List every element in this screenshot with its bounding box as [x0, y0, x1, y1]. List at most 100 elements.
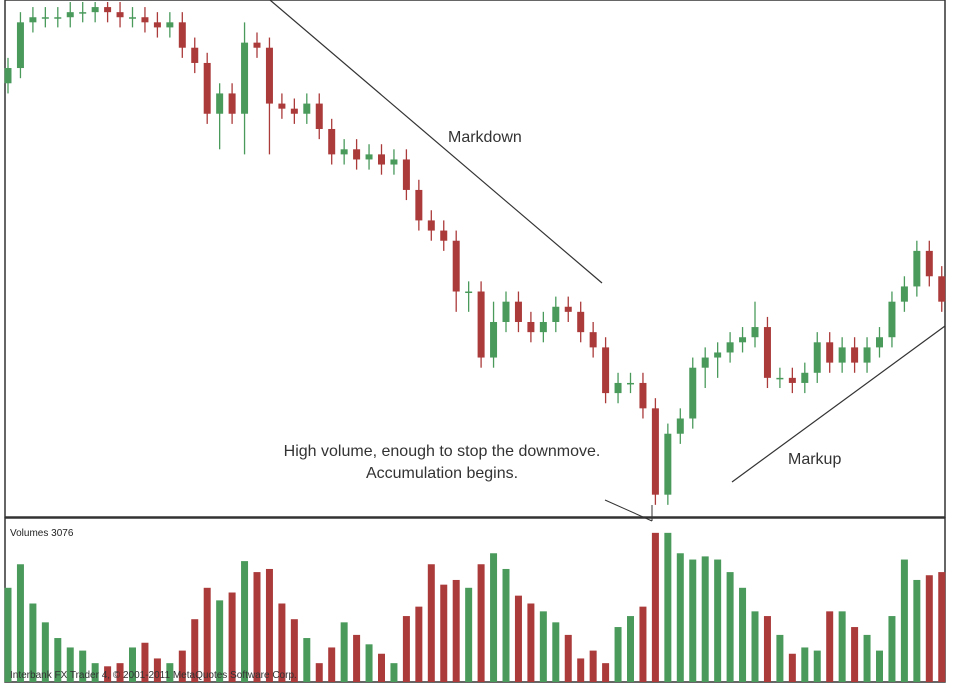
- volume-bar: [527, 603, 535, 682]
- volume-bar: [913, 579, 921, 682]
- volume-bar: [490, 553, 498, 682]
- volume-bar: [16, 564, 24, 682]
- candle-body: [564, 306, 572, 312]
- volume-bars: [4, 532, 946, 682]
- volume-bar: [627, 616, 634, 682]
- volume-bar: [851, 627, 859, 682]
- markdown-line: [269, 0, 603, 284]
- volume-panel: [4, 517, 946, 683]
- volume-bar: [203, 587, 211, 682]
- candle-body: [328, 128, 336, 155]
- candle-body: [241, 42, 249, 114]
- volume-bar: [141, 642, 149, 682]
- candle-body: [41, 17, 49, 19]
- volume-bar: [514, 595, 522, 682]
- volume-bar: [415, 606, 423, 682]
- footer: Interbank FX Trader 4, © 2001-2011 MetaQ…: [10, 670, 297, 681]
- volume-bar: [925, 575, 933, 682]
- candle-body: [664, 433, 672, 495]
- volume-bar: [153, 658, 161, 682]
- volume-bar: [739, 587, 747, 682]
- candle-body: [315, 103, 323, 129]
- volume-bar: [191, 619, 199, 682]
- candle-body: [851, 347, 859, 363]
- candle-body: [16, 22, 24, 69]
- volume-bar: [365, 644, 373, 682]
- volume-bar: [116, 663, 124, 682]
- volume-bar: [303, 638, 311, 682]
- volume-bar: [502, 568, 510, 682]
- volume-bar: [477, 564, 485, 682]
- volume-bar: [440, 584, 448, 682]
- candles: [4, 2, 946, 505]
- candle-body: [153, 22, 161, 28]
- candle-body: [452, 240, 460, 292]
- candle-body: [402, 159, 410, 190]
- markdown-label: Markdown: [448, 129, 522, 146]
- candle-body: [776, 377, 784, 380]
- volume-bar: [664, 532, 672, 682]
- candle-body: [203, 62, 211, 114]
- candle-body: [116, 12, 124, 18]
- candle-body: [938, 276, 946, 302]
- candle-body: [527, 321, 535, 333]
- candle-body: [29, 17, 37, 23]
- volume-bar: [29, 603, 37, 682]
- candle-body: [91, 7, 99, 13]
- candle-body: [913, 250, 921, 287]
- volume-bar: [241, 561, 249, 682]
- candle-body: [826, 342, 834, 363]
- candle-body: [763, 327, 771, 378]
- candle-body: [4, 68, 12, 84]
- volume-note: High volume, enough to stop the downmove…: [284, 443, 601, 460]
- candle-body: [216, 93, 224, 114]
- volume-bar: [714, 559, 722, 682]
- volume-bar: [290, 619, 298, 682]
- volume-bar: [813, 650, 821, 682]
- candle-body: [689, 367, 697, 419]
- volume-bar: [689, 559, 697, 682]
- candle-body: [178, 22, 186, 48]
- volume-bar: [104, 666, 112, 682]
- volume-bar: [838, 611, 846, 682]
- volume-bar: [353, 634, 361, 682]
- candle-body: [714, 352, 722, 358]
- volume-bar: [826, 611, 834, 682]
- candle-body: [290, 108, 298, 114]
- candle-body: [490, 321, 498, 358]
- volume-bar: [253, 572, 261, 682]
- volume-bar: [788, 653, 796, 682]
- volume-bar: [876, 650, 883, 682]
- candle-body: [614, 382, 622, 394]
- accumulation-note: Accumulation begins.: [366, 465, 518, 482]
- volume-bar: [701, 556, 709, 682]
- candle-body: [925, 250, 933, 277]
- volume-bar: [863, 634, 871, 682]
- candle-body: [353, 149, 361, 160]
- volume-title: Volumes 3076: [10, 528, 74, 539]
- volume-bar: [577, 658, 585, 682]
- volume-bar: [589, 650, 597, 682]
- candle-body: [340, 149, 348, 155]
- candle-body: [141, 17, 149, 23]
- candle-body: [66, 12, 74, 18]
- volume-bar: [539, 611, 547, 682]
- candle-body: [801, 372, 809, 383]
- volume-bar: [216, 600, 224, 682]
- volume-bar: [763, 616, 771, 682]
- candle-body: [390, 159, 398, 165]
- candle-body: [676, 418, 684, 434]
- volume-bar: [888, 616, 896, 682]
- candle-body: [440, 230, 448, 241]
- volume-bar: [378, 653, 385, 682]
- volume-bar: [79, 650, 87, 682]
- candle-body: [166, 22, 174, 28]
- candle-body: [253, 42, 261, 48]
- volume-bar: [726, 572, 734, 682]
- candle-body: [477, 291, 485, 358]
- candle-body: [502, 301, 510, 322]
- candle-body: [726, 342, 734, 353]
- candle-body: [415, 189, 423, 221]
